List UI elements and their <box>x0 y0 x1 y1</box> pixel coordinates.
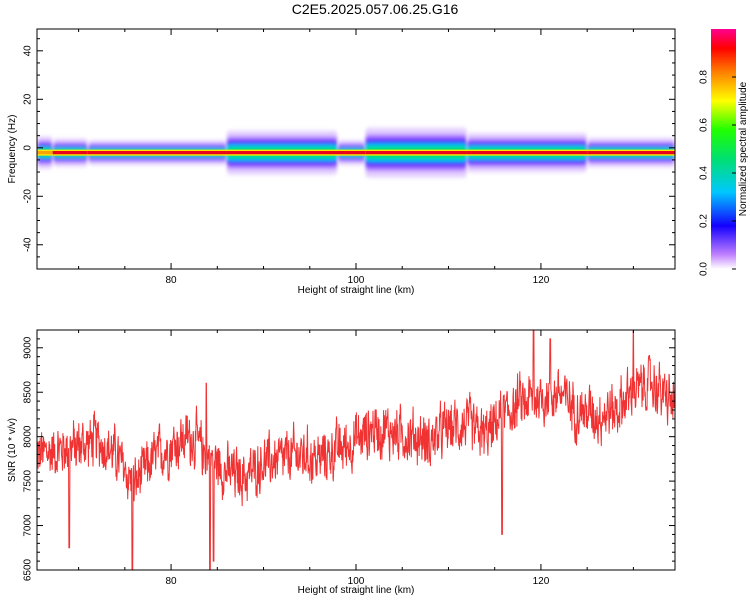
snr-x-tick-label: 100 <box>348 576 365 587</box>
spectrogram-bands <box>37 127 675 178</box>
spectrogram-y-ticks: -40 -20 0 20 40 <box>23 38 675 270</box>
snr-x-tick-label: 120 <box>533 576 550 587</box>
colorbar-gradient <box>711 29 736 269</box>
spectrogram-y-tick-label: 40 <box>23 45 34 57</box>
spectrogram-core-red <box>337 151 366 155</box>
snr-y-label: SNR (10 * v/v) <box>7 418 18 482</box>
colorbar-tick-label: 0.4 <box>699 166 710 180</box>
spectrogram-x-label: Height of straight line (km) <box>298 285 415 296</box>
colorbar-tick-label: 0.0 <box>699 262 710 276</box>
spectrogram-x-ticks: 80 100 120 <box>78 29 634 286</box>
spectrogram-x-tick-label: 120 <box>533 275 550 286</box>
snr-y-tick-label: 8500 <box>23 381 34 404</box>
spectrogram-core-red <box>87 151 227 155</box>
colorbar-ticks: 0.0 0.2 0.4 0.6 0.8 <box>699 70 736 276</box>
spectrogram-core-yellow <box>37 149 53 156</box>
snr-y-tick-label: 9000 <box>23 336 34 359</box>
spectrogram-core-red <box>365 151 467 155</box>
snr-y-tick-label: 7500 <box>23 470 34 493</box>
spectrogram-core-red <box>226 151 338 155</box>
spectrogram-core-red <box>37 151 53 155</box>
colorbar-tick-label: 0.8 <box>699 70 710 84</box>
spectrogram-y-tick-label: 20 <box>23 93 34 105</box>
colorbar-label: Normalized spectral amplitude <box>738 81 749 216</box>
spectrogram-core-line <box>37 149 675 156</box>
spectrogram-y-tick-label: 0 <box>23 145 34 151</box>
figure-title: C2E5.2025.057.06.25.G16 <box>292 1 459 17</box>
spectrogram-core-red <box>52 151 88 155</box>
snr-x-label: Height of straight line (km) <box>298 585 415 596</box>
snr-y-ticks: 6500 7000 7500 8000 8500 9000 <box>23 329 675 581</box>
colorbar-tick-label: 0.2 <box>699 214 710 228</box>
spectrogram-x-tick-label: 100 <box>348 275 365 286</box>
spectrogram-y-tick-label: -20 <box>23 189 34 204</box>
spectrogram-panel: 80 100 120 -40 -20 0 20 40 Height of straight … <box>7 28 676 296</box>
colorbar-tick-label: 0.6 <box>699 118 710 132</box>
snr-y-tick-label: 6500 <box>23 558 34 581</box>
spectrogram-y-label: Frequency (Hz) <box>7 115 18 184</box>
snr-y-tick-label: 7000 <box>23 514 34 537</box>
snr-x-tick-label: 80 <box>166 576 178 587</box>
snr-y-tick-label: 8000 <box>23 425 34 448</box>
colorbar: 0.0 0.2 0.4 0.6 0.8 Normalized spectral ampl… <box>699 29 749 276</box>
spectrogram-core-red <box>466 151 588 155</box>
spectrogram-x-tick-label: 80 <box>166 275 178 286</box>
spectrogram-y-tick-label: -40 <box>23 237 34 252</box>
snr-series-line <box>37 330 675 570</box>
spectrogram-core-red <box>587 151 675 155</box>
snr-panel: 80 100 120 6500 7000 7500 8000 8500 9000 Height… <box>7 329 676 596</box>
snr-x-ticks: 80 100 120 <box>78 330 634 587</box>
